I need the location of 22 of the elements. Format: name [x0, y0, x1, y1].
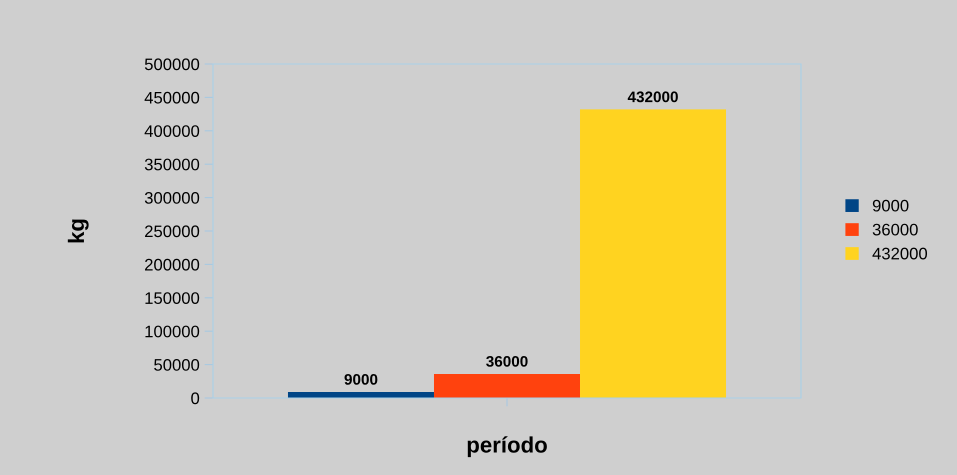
legend-label: 432000 [872, 248, 928, 260]
y-tick-label: 150000 [145, 292, 200, 304]
y-tick-label: 500000 [144, 58, 200, 70]
y-tick-label: 200000 [145, 258, 200, 271]
data-label: 432000 [628, 91, 678, 102]
bar [434, 374, 580, 398]
bar [288, 392, 434, 398]
bar [580, 109, 726, 398]
y-tick-label: 100000 [145, 326, 200, 338]
legend-label: 9000 [872, 200, 908, 212]
y-tick-label: 50000 [154, 359, 200, 371]
y-tick-label: 400000 [144, 125, 200, 138]
legend-label: 36000 [872, 224, 918, 236]
y-tick-label: 350000 [144, 158, 200, 170]
data-label: 36000 [486, 356, 528, 367]
y-tick-label: 450000 [144, 92, 200, 104]
data-label: 9000 [344, 374, 378, 385]
x-axis-title: período [468, 436, 547, 458]
y-tick-label: 0 [191, 392, 200, 404]
y-tick-label: 300000 [144, 192, 200, 204]
y-axis-title: kg [68, 220, 89, 242]
y-tick-label: 250000 [145, 225, 200, 238]
